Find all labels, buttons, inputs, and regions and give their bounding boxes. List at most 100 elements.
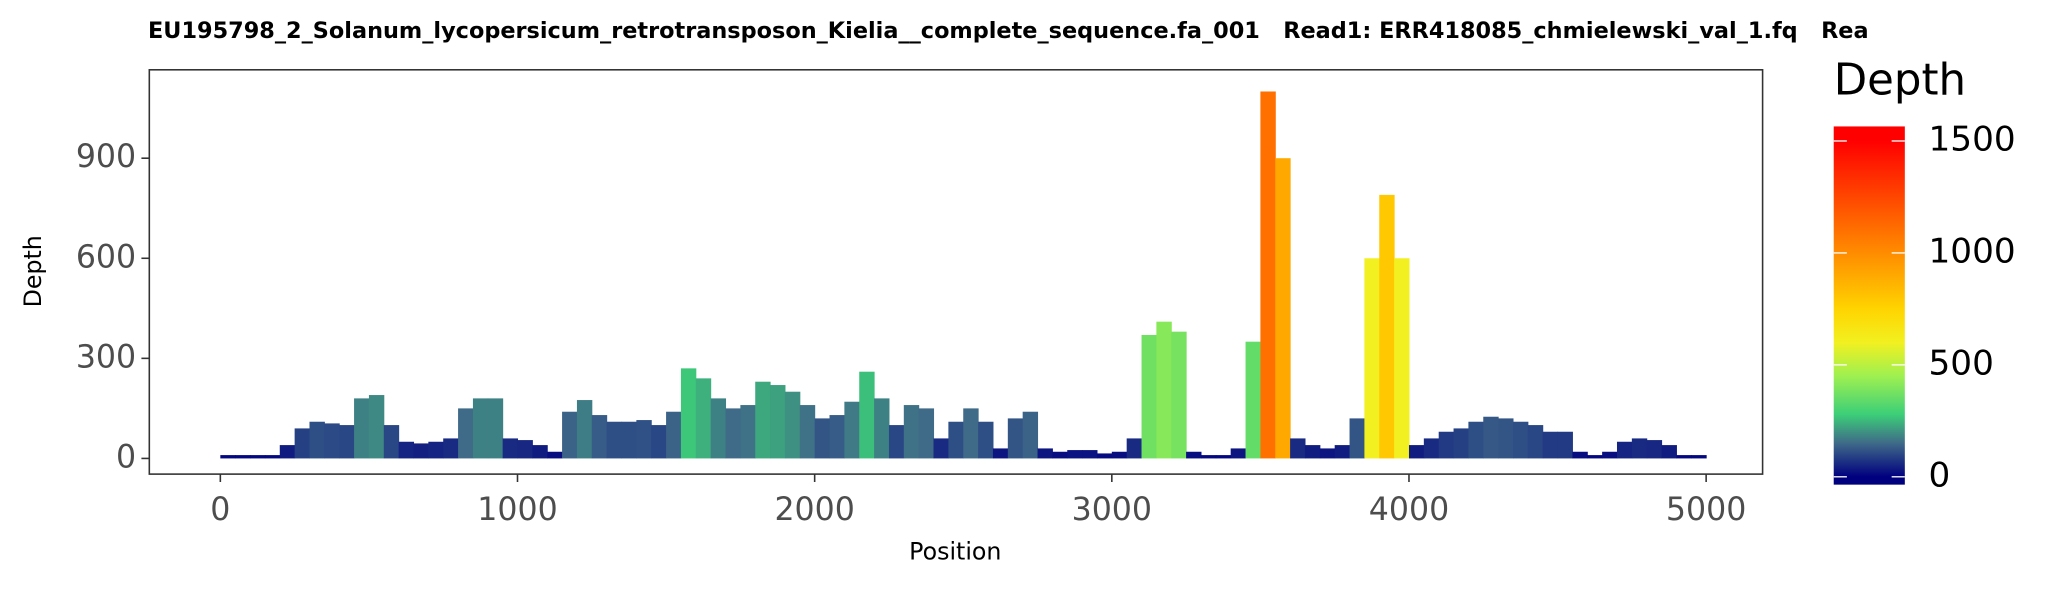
depth-column: [978, 421, 994, 459]
depth-column: [1661, 445, 1677, 459]
depth-column: [1007, 418, 1024, 459]
depth-column: [1587, 455, 1603, 459]
depth-column: [502, 438, 519, 459]
depth-column: [1126, 438, 1143, 459]
y-axis-title: Depth: [19, 235, 47, 307]
depth-column: [443, 438, 459, 459]
depth-column: [264, 455, 281, 459]
depth-column: [1557, 431, 1573, 459]
depth-column: [1037, 448, 1053, 459]
x-tick-label: 5000: [1666, 492, 1746, 528]
depth-column: [844, 401, 860, 459]
depth-column: [1215, 455, 1232, 459]
depth-column: [1379, 194, 1395, 459]
depth-column: [1349, 418, 1365, 459]
depth-column: [413, 443, 429, 459]
x-tick-label: 1000: [477, 492, 557, 528]
depth-column: [220, 455, 236, 459]
depth-column: [1646, 440, 1663, 459]
depth-column: [487, 398, 504, 459]
depth-column: [1290, 438, 1306, 459]
depth-column: [666, 411, 682, 459]
depth-column: [1483, 416, 1499, 459]
x-tick-label: 4000: [1369, 492, 1449, 528]
depth-column: [1512, 421, 1529, 459]
depth-column: [1691, 455, 1707, 459]
depth-column: [576, 400, 593, 459]
depth-column: [1067, 450, 1083, 459]
depth-column: [1141, 335, 1157, 459]
depth-column: [383, 425, 400, 459]
depth-column: [1572, 451, 1588, 459]
depth-column: [933, 438, 949, 459]
depth-column: [458, 408, 474, 459]
depth-column: [755, 381, 771, 459]
depth-column: [725, 408, 741, 459]
depth-column: [1319, 448, 1336, 459]
depth-column: [428, 441, 444, 459]
depth-column: [1394, 258, 1410, 459]
depth-column: [1423, 438, 1440, 459]
depth-column: [680, 368, 697, 459]
depth-column: [1498, 418, 1514, 459]
x-tick-label: 2000: [774, 492, 854, 528]
depth-column: [829, 415, 845, 459]
x-axis-title: Position: [909, 538, 1001, 566]
depth-column: [398, 441, 415, 459]
y-tick-label: 600: [76, 239, 136, 275]
depth-column: [903, 405, 920, 459]
depth-column: [1616, 441, 1633, 459]
depth-column: [740, 405, 756, 459]
colorbar-label: 1500: [1929, 119, 2016, 159]
depth-column: [874, 398, 890, 459]
depth-column: [1186, 451, 1202, 459]
depth-column: [1275, 158, 1291, 459]
depth-column: [1230, 448, 1247, 459]
depth-column: [1602, 451, 1618, 459]
depth-column: [651, 425, 667, 459]
depth-column: [606, 421, 623, 459]
depth-column: [888, 425, 905, 459]
depth-column: [814, 418, 831, 459]
depth-column: [1468, 421, 1484, 459]
depth-column: [562, 411, 578, 459]
depth-column: [1111, 451, 1128, 459]
chart-title: EU195798_2_Solanum_lycopersicum_retrotra…: [148, 18, 1869, 44]
colorbar-label: 1000: [1929, 231, 2016, 271]
depth-column: [1200, 455, 1217, 459]
depth-column: [1334, 445, 1351, 459]
depth-column: [963, 408, 979, 459]
depth-column: [992, 448, 1009, 459]
depth-column: [1082, 450, 1098, 459]
depth-column: [918, 408, 935, 459]
colorbar-label: 500: [1929, 343, 1994, 383]
depth-column: [1156, 321, 1172, 459]
depth-column: [1260, 91, 1276, 459]
depth-column: [309, 421, 325, 459]
depth-column: [1408, 445, 1425, 459]
depth-column: [859, 371, 875, 459]
depth-column: [591, 415, 608, 459]
depth-column: [1542, 431, 1559, 459]
depth-column: [1022, 411, 1039, 459]
y-tick-label: 300: [76, 339, 136, 375]
depth-column: [1453, 428, 1469, 459]
depth-column: [1631, 438, 1648, 459]
depth-column: [368, 395, 385, 459]
depth-column: [235, 455, 251, 459]
depth-column: [1052, 451, 1068, 459]
depth-column: [1527, 425, 1544, 459]
depth-column: [339, 425, 355, 459]
depth-column: [324, 423, 340, 459]
y-tick-label: 900: [76, 139, 136, 175]
depth-column: [1096, 453, 1113, 459]
depth-column: [948, 421, 964, 459]
depth-column: [695, 378, 712, 459]
colorbar-label: 0: [1929, 455, 1951, 495]
depth-column: [294, 428, 311, 459]
x-tick-label: 3000: [1072, 492, 1152, 528]
plot-border: [148, 69, 1764, 475]
depth-column: [621, 421, 637, 459]
y-tick-label: 0: [116, 439, 136, 475]
